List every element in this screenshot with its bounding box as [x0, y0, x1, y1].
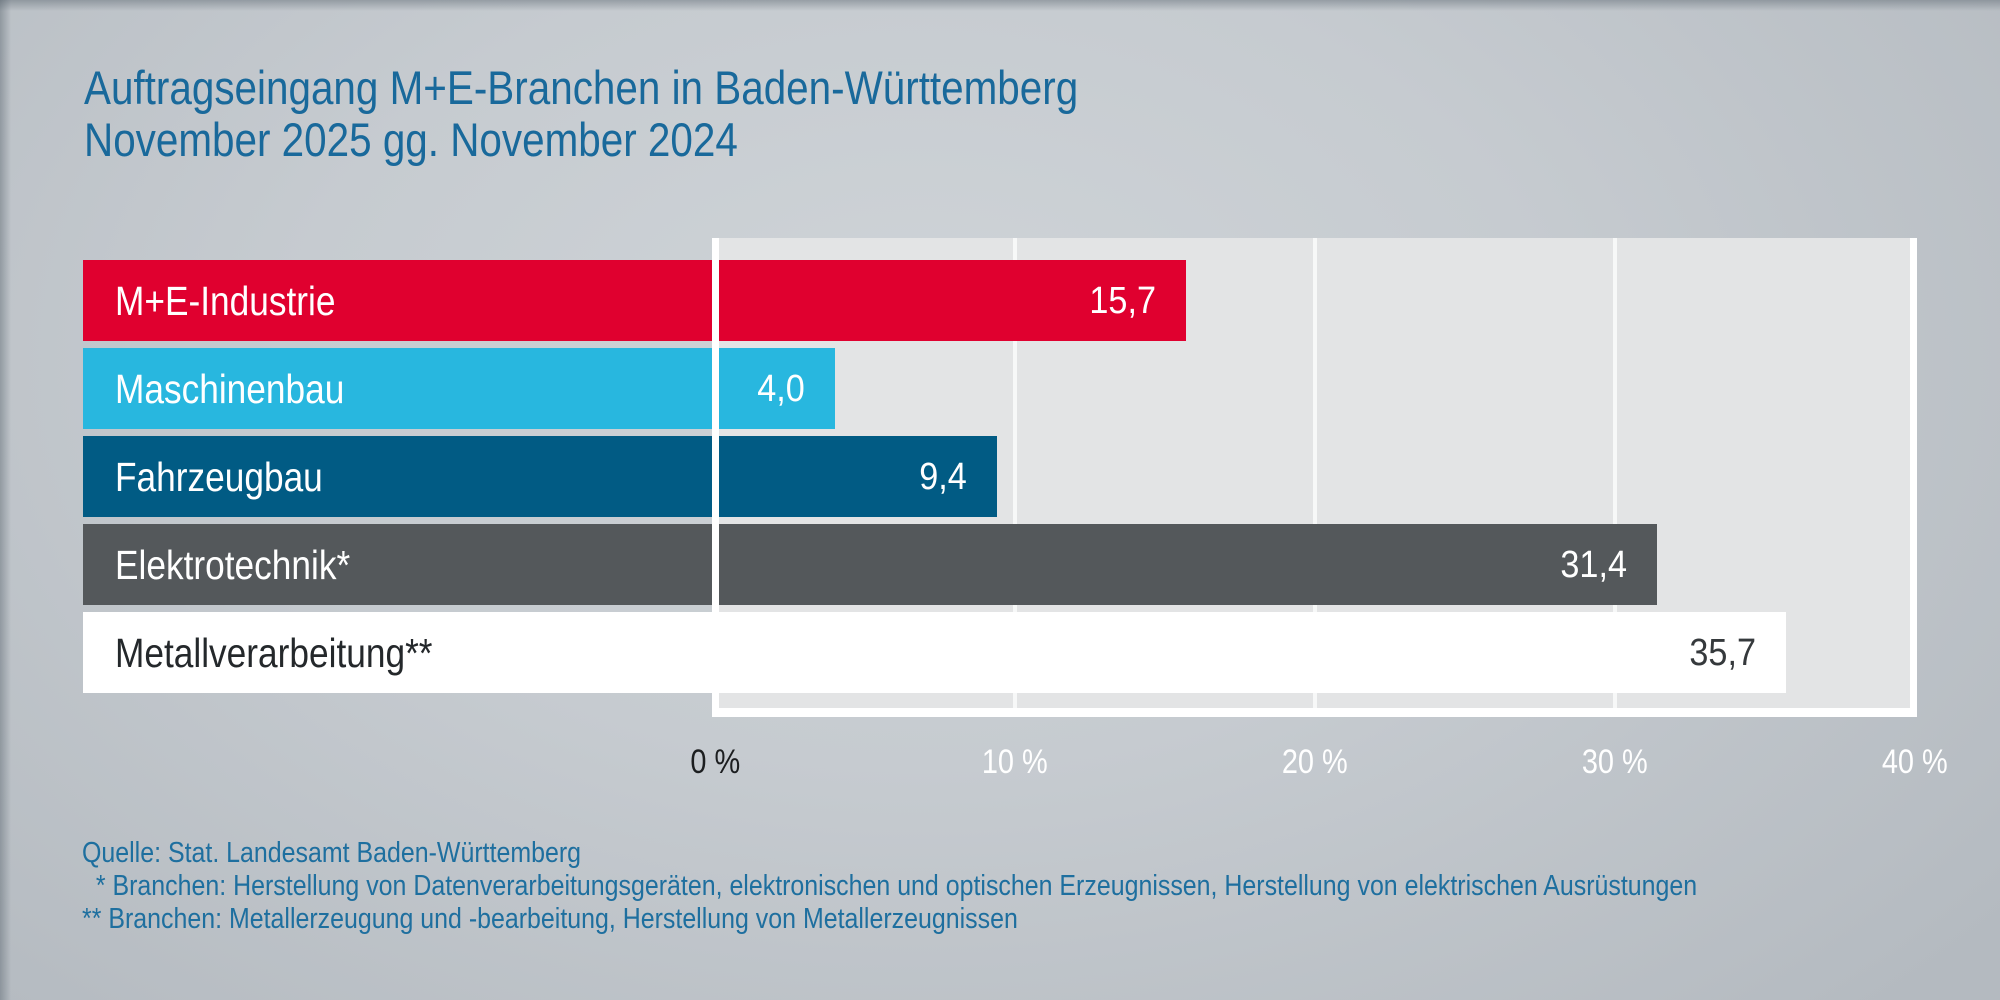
- bar-fill: 15,7: [719, 260, 1186, 341]
- bar-category-label: Metallverarbeitung**: [115, 612, 484, 693]
- bar-category-label-text: Metallverarbeitung**: [115, 630, 433, 676]
- footer: Quelle: Stat. Landesamt Baden-Württember…: [82, 837, 1960, 936]
- bar-category-label: Fahrzeugbau: [115, 436, 357, 517]
- x-axis-tick-text: 20 %: [1282, 743, 1348, 781]
- x-axis-tick-label-10: 10 %: [885, 744, 1145, 780]
- x-axis-tick-label-30: 30 %: [1485, 744, 1745, 780]
- chart-title-line2-text: November 2025 gg. November 2024: [84, 113, 738, 166]
- bar-value-label-text: 4,0: [757, 368, 805, 410]
- source-note-text: Quelle: Stat. Landesamt Baden-Württember…: [82, 837, 582, 869]
- footnote-1-text: * Branchen: Herstellung von Datenverarbe…: [82, 870, 1698, 902]
- chart-title-line-2: November 2025 gg. November 2024: [84, 114, 1240, 166]
- bar-fill: 31,4: [719, 524, 1657, 605]
- x-axis-tick-text: 30 %: [1582, 743, 1648, 781]
- bar-category-label-text: Fahrzeugbau: [115, 454, 323, 500]
- footnote-2-text: ** Branchen: Metallerzeugung und -bearbe…: [82, 903, 1018, 935]
- bar-value-label: 31,4: [1553, 524, 1627, 605]
- bar-value-label-text: 9,4: [919, 456, 967, 498]
- chart-title-line-1: Auftragseingang M+E-Branchen in Baden-Wü…: [84, 62, 1240, 114]
- x-axis-tick-label-40: 40 %: [1785, 744, 2000, 780]
- x-axis-tick-text: 10 %: [982, 743, 1048, 781]
- x-axis-tick-text: 0 %: [690, 743, 740, 781]
- bar-row: Metallverarbeitung** 35,7: [0, 612, 2000, 693]
- source-note: Quelle: Stat. Landesamt Baden-Württember…: [82, 837, 1960, 870]
- gridline-20-percent: [1313, 238, 1317, 708]
- x-axis-tick-text: 40 %: [1882, 743, 1948, 781]
- bar-category-label: M+E-Industrie: [115, 260, 371, 341]
- bar-label-block: Metallverarbeitung**: [83, 612, 712, 693]
- bar-fill: 4,0: [719, 348, 835, 429]
- bar-value-label: 4,0: [752, 348, 805, 429]
- bar-label-block: Maschinenbau: [83, 348, 712, 429]
- bar-row: Fahrzeugbau 9,4: [0, 436, 2000, 517]
- bar-category-label: Elektrotechnik*: [115, 524, 388, 605]
- bar-fill: 9,4: [719, 436, 997, 517]
- bar-label-block: Elektrotechnik*: [83, 524, 712, 605]
- bar-category-label: Maschinenbau: [115, 348, 382, 429]
- bar-category-label-text: Maschinenbau: [115, 366, 345, 412]
- bar-label-block: M+E-Industrie: [83, 260, 712, 341]
- chart-title-line1-text: Auftragseingang M+E-Branchen in Baden-Wü…: [84, 61, 1079, 114]
- bar-value-label: 15,7: [1082, 260, 1156, 341]
- x-axis-tick-label-0: 0 %: [585, 744, 845, 780]
- bar-row: M+E-Industrie 15,7: [0, 260, 2000, 341]
- footnote-1: * Branchen: Herstellung von Datenverarbe…: [82, 870, 1960, 903]
- bar-value-label-text: 15,7: [1089, 280, 1156, 322]
- bar-fill: 35,7: [719, 612, 1786, 693]
- footnote-2: ** Branchen: Metallerzeugung und -bearbe…: [82, 903, 1960, 936]
- gridline-30-percent: [1613, 238, 1617, 708]
- bar-row: Maschinenbau 4,0: [0, 348, 2000, 429]
- bar-category-label-text: Elektrotechnik*: [115, 542, 351, 588]
- chart-title: Auftragseingang M+E-Branchen in Baden-Wü…: [84, 62, 1240, 166]
- bar-row: Elektrotechnik* 31,4: [0, 524, 2000, 605]
- gridline-10-percent: [1013, 238, 1017, 708]
- bar-value-label: 9,4: [914, 436, 967, 517]
- bar-value-label: 35,7: [1682, 612, 1756, 693]
- x-axis-tick-label-20: 20 %: [1185, 744, 1445, 780]
- bar-value-label-text: 35,7: [1689, 632, 1756, 674]
- bar-category-label-text: M+E-Industrie: [115, 278, 336, 324]
- bar-value-label-text: 31,4: [1560, 544, 1627, 586]
- bar-label-block: Fahrzeugbau: [83, 436, 712, 517]
